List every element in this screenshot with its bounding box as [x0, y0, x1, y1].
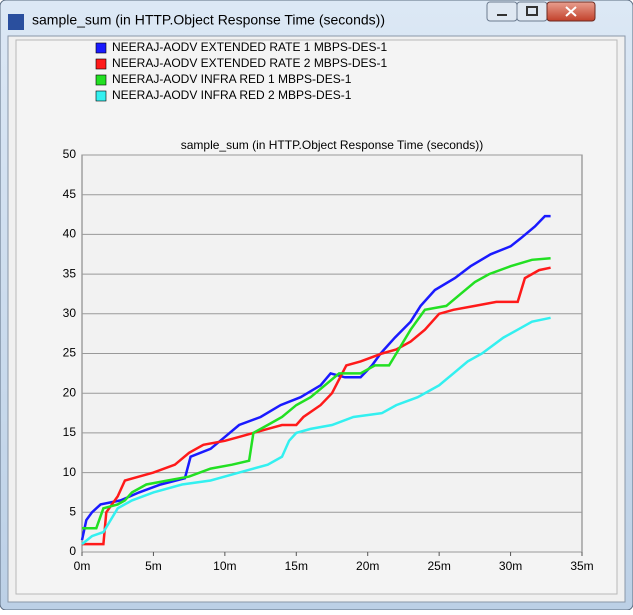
legend-swatch [95, 42, 107, 54]
y-tick-label: 5 [69, 504, 76, 518]
x-tick-label: 10m [213, 559, 236, 573]
legend-label: NEERAJ-AODV EXTENDED RATE 2 MBPS-DES-1 [112, 56, 387, 70]
x-tick-label: 15m [285, 559, 308, 573]
y-tick-label: 0 [69, 544, 76, 558]
x-tick-label: 35m [570, 559, 593, 573]
maximize-button[interactable] [516, 1, 548, 22]
x-tick-label: 25m [427, 559, 450, 573]
y-tick-label: 10 [63, 465, 77, 479]
legend-label: NEERAJ-AODV EXTENDED RATE 1 MBPS-DES-1 [112, 40, 387, 54]
y-tick-label: 35 [63, 266, 77, 280]
x-tick-label: 20m [356, 559, 379, 573]
y-tick-label: 25 [63, 346, 77, 360]
series-line [80, 214, 551, 541]
legend-swatch [95, 90, 107, 102]
y-tick-label: 15 [63, 425, 77, 439]
minimize-button[interactable] [486, 1, 518, 22]
x-tick-label: 30m [499, 559, 522, 573]
legend-label: NEERAJ-AODV INFRA RED 1 MBPS-DES-1 [112, 72, 352, 86]
y-tick-label: 45 [63, 187, 77, 201]
y-tick-label: 20 [63, 385, 77, 399]
x-tick-label: 5m [145, 559, 162, 573]
y-tick-label: 40 [63, 227, 77, 241]
series-line [81, 316, 551, 546]
series-line [82, 266, 551, 546]
x-tick-label: 0m [74, 559, 91, 573]
y-tick-label: 50 [63, 147, 77, 161]
window-icon [8, 14, 24, 30]
legend-swatch [95, 74, 107, 86]
legend-swatch [95, 58, 107, 70]
window-title: sample_sum (in HTTP.Object Response Time… [32, 12, 385, 28]
chart-title: sample_sum (in HTTP.Object Response Time… [181, 138, 484, 152]
series-line [82, 256, 551, 530]
legend-label: NEERAJ-AODV INFRA RED 2 MBPS-DES-1 [112, 88, 352, 102]
y-tick-label: 30 [63, 306, 77, 320]
